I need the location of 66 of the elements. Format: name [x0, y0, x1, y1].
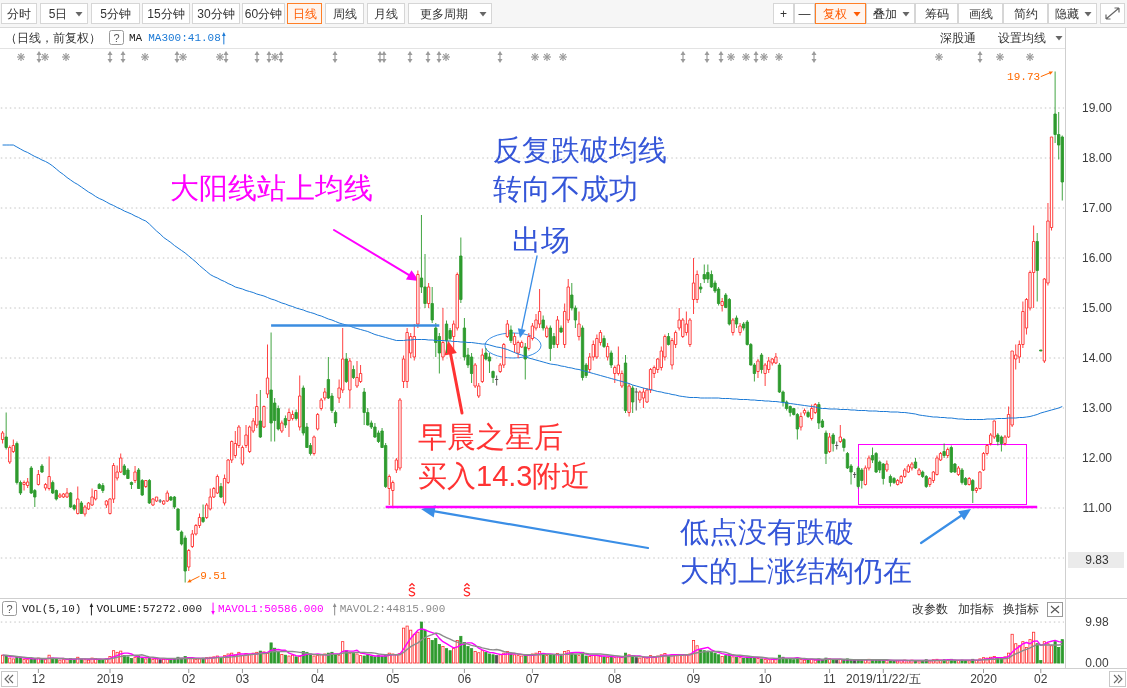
x-tick-label: 06	[457, 672, 472, 686]
text: 15分钟	[147, 7, 185, 21]
x-tick-label: 2019	[96, 672, 124, 686]
y-tick-label: 19.00	[1081, 101, 1113, 115]
x-tick-label: 03	[235, 672, 250, 686]
annotation: ?	[6, 603, 13, 615]
text: 周线	[332, 7, 357, 21]
annotation: 改参数	[912, 602, 948, 616]
y-tick-label: 14.00	[1081, 351, 1113, 365]
x-tick-label: 12	[31, 672, 46, 686]
y-tick-label: 18.00	[1081, 151, 1113, 165]
text: 设置均线	[998, 31, 1046, 45]
y-tick-label: 9.98	[1085, 615, 1109, 630]
chart-title: （日线，前复权）	[5, 31, 101, 45]
legend-title: MA	[129, 32, 143, 44]
y-tick-label: 12.00	[1081, 451, 1113, 465]
x-tick-label: 09	[686, 672, 701, 686]
annotation: 反复跌破均线转向不成功	[493, 134, 667, 206]
x-tick-label: 08	[608, 672, 622, 686]
text: 叠加	[872, 7, 897, 21]
text: 月线	[374, 7, 398, 21]
y-tick-label: 17.00	[1081, 201, 1113, 215]
legend-label: MA300:41.08	[148, 32, 221, 44]
annotation: 19.73	[1007, 70, 1041, 83]
text: 深股通	[940, 31, 976, 45]
text: 复权	[822, 7, 847, 21]
text: 30分钟	[197, 7, 235, 21]
annotation: 出场	[512, 224, 570, 256]
text: 9.83	[1085, 553, 1109, 567]
annotation: 早晨之星后买入14.3附近	[418, 421, 591, 493]
annotation: 大阳线站上均线	[170, 172, 373, 204]
y-tick-label: 11.00	[1082, 501, 1112, 515]
text: ?	[113, 32, 120, 44]
text: 分时	[7, 7, 31, 21]
x-tick-label: 02	[1034, 672, 1048, 686]
chart-title: VOL(5,10)	[22, 603, 82, 615]
text: 日线	[292, 7, 317, 21]
text: 更多周期	[420, 7, 468, 21]
x-tick-label: 10	[758, 672, 773, 686]
y-tick-label: 0.00	[1085, 656, 1109, 670]
x-tick-label: 04	[310, 672, 325, 686]
annotation: VOLUME:57272.000	[96, 603, 203, 615]
x-tick-label: 11	[823, 672, 837, 686]
annotation: 加指标	[958, 602, 994, 616]
text: 60分钟	[244, 7, 283, 21]
y-tick-label: 13.00	[1081, 401, 1113, 415]
text: —	[798, 7, 811, 21]
text: 隐藏	[1054, 7, 1079, 21]
text: 简约	[1013, 7, 1038, 21]
x-tick-label: 05	[386, 672, 400, 686]
y-tick-label: 15.00	[1081, 301, 1113, 315]
x-tick-label: 07	[525, 672, 540, 686]
x-tick-label: 2020	[970, 672, 998, 686]
text: +	[779, 7, 788, 21]
x-tick-label: 2019/11/22/五	[846, 672, 921, 686]
legend-label: MAVOL1:50586.000	[218, 603, 324, 615]
text: 画线	[968, 7, 993, 21]
legend-label: MAVOL2:44815.900	[339, 603, 446, 615]
text: 筹码	[924, 7, 949, 21]
text: 5分钟	[100, 7, 131, 21]
annotation: 9.51	[200, 569, 227, 582]
text: 5日	[48, 7, 68, 21]
annotation: 低点没有跌破大的上涨结构仍在	[680, 516, 912, 588]
x-tick-label: 02	[182, 672, 196, 686]
annotation: 换指标	[1003, 602, 1039, 616]
y-tick-label: 16.00	[1081, 251, 1113, 265]
